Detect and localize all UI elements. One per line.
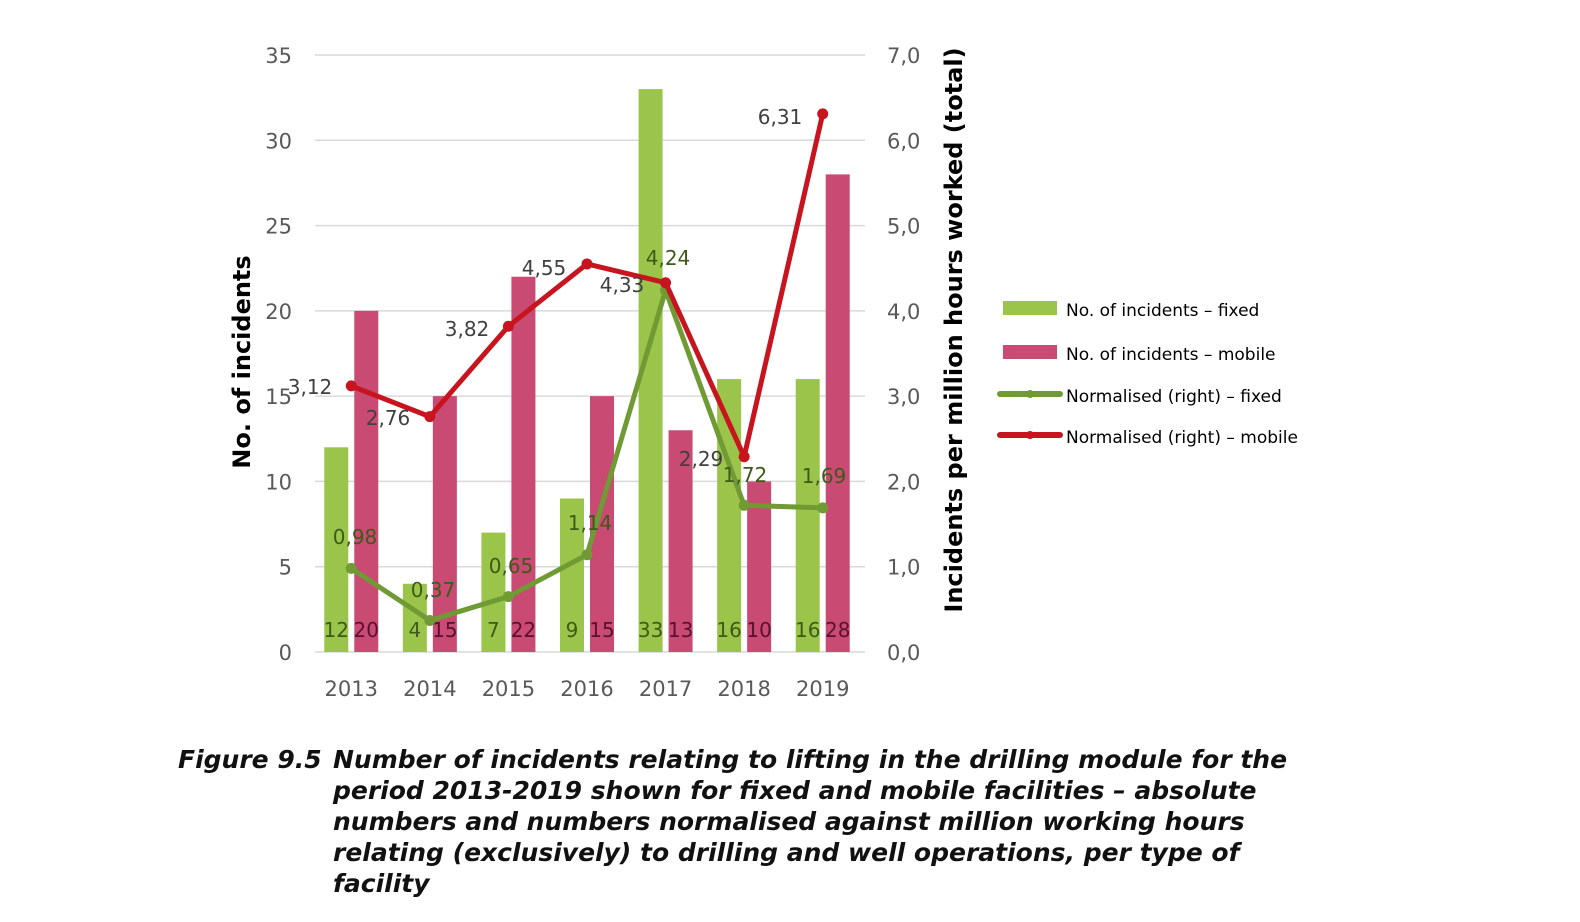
line-marker <box>581 258 593 270</box>
line-marker <box>738 499 750 511</box>
y2-tick-label: 4,0 <box>887 300 920 324</box>
bar-data-label: 16 <box>716 618 741 642</box>
line-data-label: 1,72 <box>723 463 768 487</box>
y-tick-label: 5 <box>279 556 292 580</box>
line-marker <box>738 451 750 463</box>
line-marker <box>660 277 672 289</box>
line-marker <box>424 411 436 423</box>
legend-label: Normalised (right) – mobile <box>1066 428 1298 448</box>
bar-fixed <box>795 379 820 652</box>
line-marker <box>817 108 829 120</box>
legend-marker <box>1026 431 1034 439</box>
line-marker <box>345 562 357 574</box>
y-tick-label: 30 <box>265 129 292 153</box>
bar-data-label: 9 <box>566 618 579 642</box>
legend-label: Normalised (right) – fixed <box>1066 387 1282 407</box>
x-tick-label: 2014 <box>403 677 456 701</box>
x-tick-label: 2013 <box>325 677 378 701</box>
bar-fixed <box>560 498 584 652</box>
x-tick-label: 2016 <box>560 677 613 701</box>
bar-data-label: 7 <box>487 618 500 642</box>
y-axis-title: No. of incidents <box>228 255 256 468</box>
bar-fixed <box>324 447 349 652</box>
legend-marker <box>1026 390 1034 398</box>
y2-tick-label: 3,0 <box>887 385 920 409</box>
bar-data-label: 10 <box>746 618 771 642</box>
line-data-label: 2,29 <box>679 447 724 471</box>
x-tick-label: 2018 <box>717 677 770 701</box>
y2-tick-label: 7,0 <box>887 44 920 68</box>
line-data-label: 3,82 <box>445 317 490 341</box>
y-tick-label: 25 <box>265 215 292 239</box>
y-tick-label: 35 <box>265 44 292 68</box>
line-data-label: 0,65 <box>489 554 534 578</box>
y2-tick-label: 2,0 <box>887 470 920 494</box>
line-data-label: 3,12 <box>288 375 333 399</box>
bar-data-label: 22 <box>511 618 536 642</box>
bar-data-label: 13 <box>668 618 693 642</box>
line-data-label: 4,33 <box>600 273 645 297</box>
line-marker <box>502 591 514 603</box>
y-tick-label: 10 <box>265 470 292 494</box>
legend-swatch <box>1003 345 1057 359</box>
line-data-label: 2,76 <box>366 406 411 430</box>
y2-tick-label: 5,0 <box>887 215 920 239</box>
x-tick-label: 2019 <box>796 677 849 701</box>
y2-axis-title: Incidents per million hours worked (tota… <box>940 47 968 612</box>
line-marker <box>581 549 593 561</box>
line-data-label: 4,55 <box>522 256 567 280</box>
line-data-label: 1,14 <box>568 511 613 535</box>
line-marker <box>345 380 357 392</box>
y-tick-label: 20 <box>265 300 292 324</box>
y-tick-label: 0 <box>279 641 292 665</box>
line-data-label: 6,31 <box>758 105 803 129</box>
legend-swatch <box>1003 301 1057 315</box>
legend-label: No. of incidents – mobile <box>1066 345 1276 365</box>
y2-tick-label: 6,0 <box>887 129 920 153</box>
bar-mobile <box>432 396 457 652</box>
line-data-label: 4,24 <box>646 246 691 270</box>
legend-label: No. of incidents – fixed <box>1066 301 1259 321</box>
bar-data-label: 4 <box>408 618 421 642</box>
bar-data-label: 15 <box>589 618 614 642</box>
line-data-label: 0,98 <box>333 525 378 549</box>
combo-chart: 0 5 10 15 20 25 30 35 0,0 1,0 2,0 3,0 4,0 5,0 6,0 7,0 No… <box>228 44 1298 701</box>
bar-data-label: 20 <box>354 618 379 642</box>
figure-caption: Figure 9.5 Number of incidents relating … <box>178 744 1343 899</box>
bar-data-label: 15 <box>432 618 457 642</box>
figure-number: Figure 9.5 <box>178 745 322 774</box>
x-tick-label: 2017 <box>639 677 692 701</box>
bar-mobile <box>354 310 379 652</box>
bar-fixed <box>481 532 506 652</box>
line-data-label: 1,69 <box>802 464 847 488</box>
bar-mobile <box>668 430 693 652</box>
bar-data-label: 28 <box>825 618 850 642</box>
x-tick-label: 2015 <box>482 677 535 701</box>
y2-tick-label: 0,0 <box>887 641 920 665</box>
line-mobile <box>350 113 826 460</box>
bar-mobile <box>825 174 850 652</box>
bar-mobile <box>747 481 772 652</box>
y2-tick-label: 1,0 <box>887 556 920 580</box>
line-marker <box>424 614 436 626</box>
bar-data-label: 33 <box>638 618 663 642</box>
bar-data-label: 16 <box>795 618 820 642</box>
figure-caption-text: Number of incidents relating to lifting … <box>333 745 1288 898</box>
line-marker <box>817 502 829 514</box>
y-tick-label: 15 <box>265 385 292 409</box>
line-data-label: 0,37 <box>411 578 456 602</box>
bar-data-label: 12 <box>324 618 349 642</box>
line-marker <box>502 320 514 332</box>
